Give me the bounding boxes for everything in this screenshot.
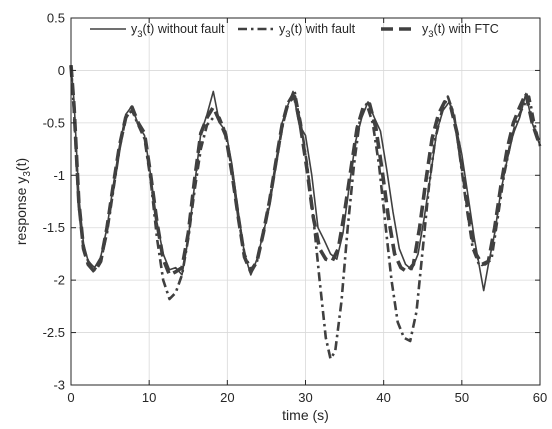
- legend-label-suffix: (t) with FTC: [434, 22, 499, 36]
- series-layer: [69, 65, 542, 361]
- legend-label-suffix: (t) with fault: [291, 22, 356, 36]
- y-tick-label: -2.5: [43, 325, 65, 340]
- legend-label-2: y3(t) with fault: [279, 22, 356, 40]
- x-tick-label: 50: [455, 390, 469, 405]
- legend-label-base: y: [131, 22, 138, 36]
- legend-label-base: y: [422, 22, 429, 36]
- legend-label-subscript: 3: [285, 29, 290, 40]
- y-tick-label: 0: [58, 63, 65, 78]
- x-tick-label: 10: [142, 390, 156, 405]
- x-axis-title: time (s): [282, 407, 329, 423]
- x-tick-label: 0: [67, 390, 74, 405]
- legend-label-3: y3(t) with FTC: [422, 22, 499, 40]
- y-tick-label: -1: [53, 168, 65, 183]
- axis-ticks: 0 10 20 30 40 50 60 0.5 0 -0.5 -1 -1.5 -2 -2.5 -3: [43, 11, 548, 406]
- y-tick-label: -2: [53, 273, 65, 288]
- legend: y3(t) without fault y3(t) with fault y3(t)…: [90, 22, 499, 40]
- legend-label-1: y3(t) without fault: [131, 22, 225, 40]
- x-tick-label: 20: [220, 390, 234, 405]
- legend-label-subscript: 3: [428, 29, 433, 40]
- series-line-3: [69, 65, 542, 277]
- y-axis-title: response y3(t): [13, 158, 33, 245]
- legend-label-base: y: [279, 22, 286, 36]
- x-tick-label: 30: [298, 390, 312, 405]
- y-tick-label: -0.5: [43, 115, 65, 130]
- y-tick-label: -3: [53, 378, 65, 393]
- legend-label-suffix: (t) without fault: [143, 22, 226, 36]
- legend-label-subscript: 3: [137, 29, 142, 40]
- y-axis-title-suffix: (t): [13, 158, 29, 171]
- y-tick-label: -1.5: [43, 220, 65, 235]
- x-tick-label: 60: [533, 390, 547, 405]
- y-axis-title-base: response y: [13, 177, 29, 245]
- y-tick-label: 0.5: [47, 11, 65, 26]
- x-tick-label: 40: [376, 390, 390, 405]
- y-axis-title-subscript: 3: [22, 171, 33, 177]
